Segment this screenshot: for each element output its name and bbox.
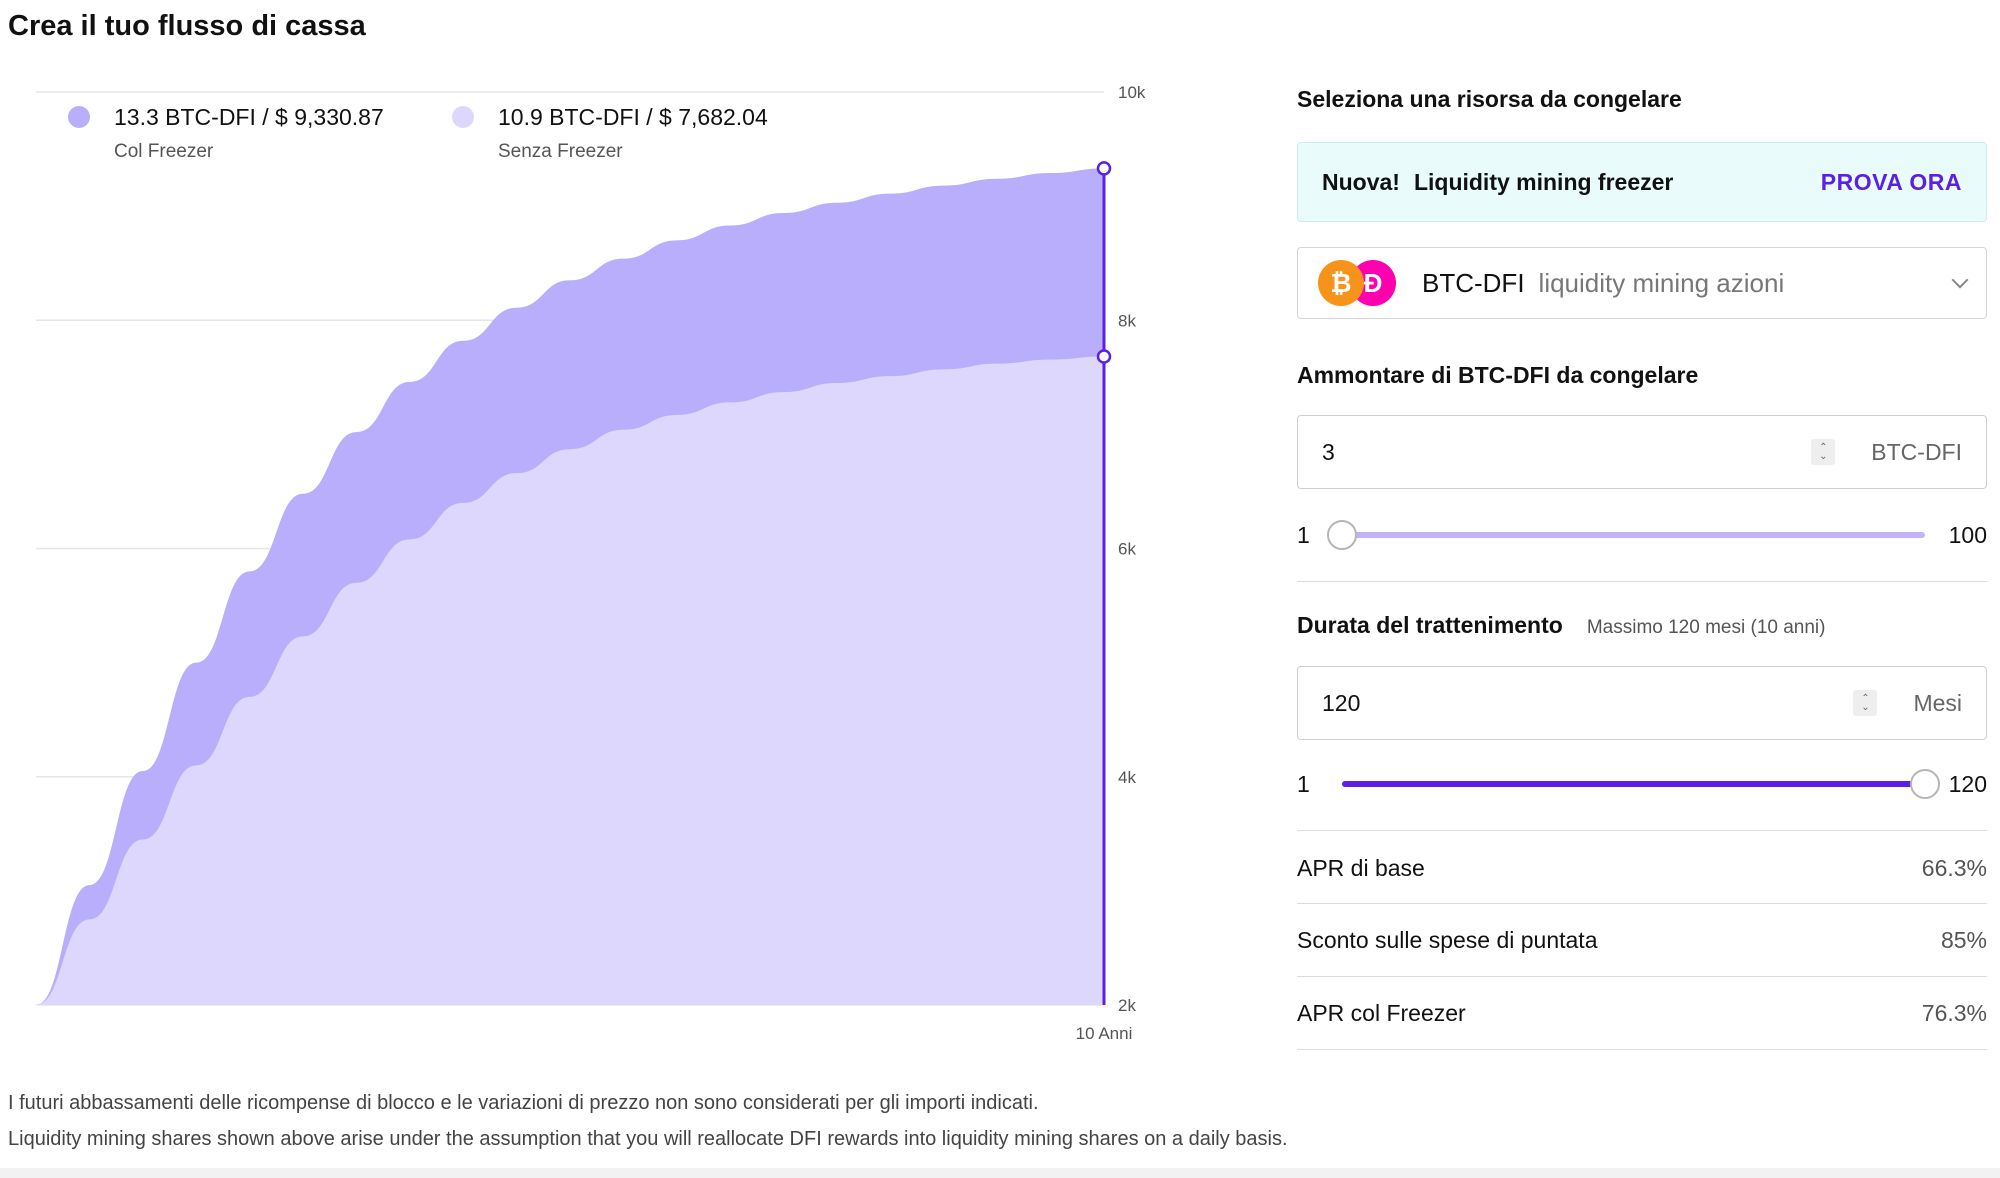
try-now-link[interactable]: PROVA ORA — [1820, 168, 1962, 195]
asset-kind: liquidity mining azioni — [1538, 267, 1785, 298]
legend-item-senza-freezer: 10.9 BTC-DFI / $ 7,682.04 Senza Freezer — [452, 104, 768, 163]
duration-stepper[interactable]: ⌃ ⌄ — [1853, 690, 1878, 716]
divider — [1297, 1049, 1987, 1050]
stat-value: 76.3% — [1921, 999, 1987, 1026]
divider — [1297, 830, 1987, 831]
divider — [1297, 903, 1987, 904]
y-tick-label: 2k — [1118, 996, 1136, 1015]
legend-value-senza-freezer: 10.9 BTC-DFI / $ 7,682.04 — [498, 104, 768, 130]
legend-value-col-freezer: 13.3 BTC-DFI / $ 9,330.87 — [114, 104, 384, 130]
duration-slider-thumb[interactable] — [1909, 769, 1940, 799]
point-col-freezer — [1096, 161, 1112, 176]
bottom-strip — [0, 1168, 2000, 1178]
legend-label-col-freezer: Col Freezer — [114, 141, 214, 162]
footnote-rewards: I futuri abbassamenti delle ricompense d… — [8, 1092, 1039, 1114]
promo-badge: Nuova! — [1322, 168, 1400, 195]
amount-stepper[interactable]: ⌃ ⌄ — [1811, 439, 1836, 465]
stat-row-base-apr: APR di base 66.3% — [1297, 832, 1987, 904]
stat-label: Sconto sulle spese di puntata — [1297, 926, 1598, 953]
select-asset-label: Seleziona una risorsa da congelare — [1297, 86, 1682, 112]
stat-row-freezer-apr: APR col Freezer 76.3% — [1297, 977, 1987, 1049]
amount-label: Ammontare di BTC-DFI da congelare — [1297, 362, 1699, 388]
footnote-assumption: Liquidity mining shares shown above aris… — [8, 1128, 1288, 1150]
promo-banner: Nuova! Liquidity mining freezer PROVA OR… — [1297, 142, 1987, 222]
amount-slider-min: 1 — [1297, 521, 1310, 548]
legend-item-col-freezer: 13.3 BTC-DFI / $ 9,330.87 Col Freezer — [68, 104, 384, 163]
duration-slider-min: 1 — [1297, 770, 1310, 797]
stat-row-fee-discount: Sconto sulle spese di puntata 85% — [1297, 904, 1987, 976]
promo-title: Liquidity mining freezer — [1413, 168, 1674, 195]
y-tick-label: 4k — [1118, 768, 1136, 787]
area-senza-freezer — [36, 356, 1104, 1005]
duration-label: Durata del trattenimento — [1297, 612, 1563, 638]
amount-field[interactable]: ⌃⌄ BTC-DFI — [1297, 415, 1987, 489]
amount-slider[interactable] — [1326, 520, 1925, 550]
legend-dot-senza-freezer — [452, 106, 474, 128]
x-axis-label: 10 Anni — [1076, 1024, 1133, 1043]
duration-hint: Massimo 120 mesi (10 anni) — [1586, 617, 1826, 638]
stat-value: 66.3% — [1921, 854, 1987, 881]
amount-slider-row: 1 100 — [1297, 515, 1987, 555]
bitcoin-icon: ₿ — [1318, 260, 1364, 306]
divider — [1297, 581, 1987, 582]
asset-pair: BTC-DFI — [1422, 267, 1525, 298]
y-tick-label: 8k — [1118, 311, 1136, 330]
cashflow-chart: 2k 4k 6k 8k 10k 10 Anni 13.3 BTC-DFI / $ 9,33… — [0, 60, 1200, 1050]
stat-label: APR di base — [1297, 854, 1425, 881]
stat-value: 85% — [1940, 926, 1987, 953]
legend-dot-col-freezer — [68, 106, 90, 128]
chevron-down-icon — [1951, 271, 1969, 289]
stat-label: APR col Freezer — [1297, 999, 1466, 1026]
asset-select[interactable]: ₿ Ð BTC-DFI liquidity mining azioni — [1297, 247, 1987, 319]
amount-slider-max: 100 — [1948, 521, 1987, 548]
duration-slider-row: 1 120 — [1297, 764, 1987, 804]
amount-unit: BTC-DFI — [1871, 438, 1962, 465]
duration-unit: Mesi — [1913, 689, 1962, 716]
duration-label-row: Durata del trattenimento Massimo 120 mes… — [1297, 612, 1825, 639]
chart-plot: 2k 4k 6k 8k 10k 10 Anni — [36, 83, 1146, 1043]
legend-label-senza-freezer: Senza Freezer — [498, 141, 623, 162]
point-senza-freezer — [1096, 349, 1112, 364]
page-title: Crea il tuo flusso di cassa — [8, 10, 366, 42]
divider — [1297, 976, 1987, 977]
duration-input[interactable] — [1322, 689, 1622, 717]
duration-field[interactable]: ⌃⌄ Mesi — [1297, 666, 1987, 740]
duration-slider-max: 120 — [1948, 770, 1987, 797]
y-tick-label: 10k — [1118, 83, 1146, 102]
amount-input[interactable] — [1322, 438, 1622, 466]
y-tick-label: 6k — [1118, 540, 1136, 559]
amount-slider-thumb[interactable] — [1326, 520, 1357, 550]
duration-slider[interactable] — [1341, 769, 1940, 799]
